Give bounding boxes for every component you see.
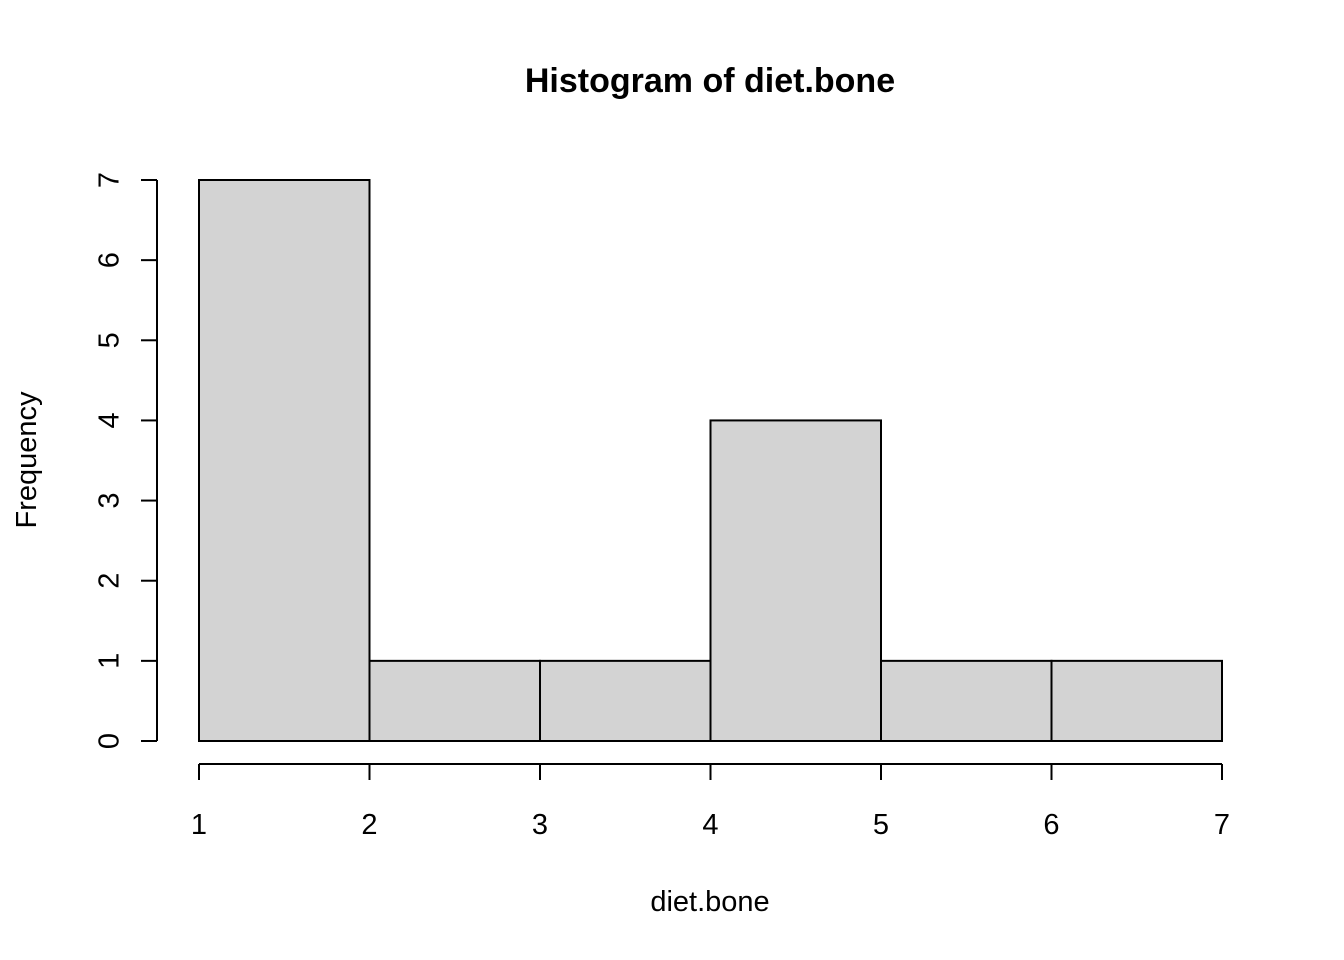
x-axis-label: diet.bone bbox=[650, 886, 769, 918]
y-axis: 0 1 2 3 4 5 6 7 bbox=[94, 172, 158, 749]
y-tick-label: 4 bbox=[94, 412, 126, 428]
histogram-bar bbox=[709, 419, 882, 742]
y-axis-label: Frequency bbox=[11, 391, 43, 529]
y-tick-label: 5 bbox=[94, 332, 126, 348]
bars-group bbox=[198, 179, 1223, 742]
y-tick-label: 6 bbox=[94, 252, 126, 268]
x-tick-label: 5 bbox=[873, 809, 889, 841]
histogram-bar bbox=[539, 659, 712, 742]
histogram-bar bbox=[1050, 659, 1223, 742]
histogram-bar bbox=[198, 179, 371, 742]
x-tick-label: 1 bbox=[191, 809, 207, 841]
x-tick-label: 2 bbox=[361, 809, 377, 841]
x-tick-label: 6 bbox=[1043, 809, 1059, 841]
y-tick-label: 0 bbox=[94, 733, 126, 749]
chart-title: Histogram of diet.bone bbox=[525, 62, 895, 100]
histogram-bar bbox=[368, 659, 541, 742]
y-tick-label: 2 bbox=[94, 573, 126, 589]
x-tick-label: 4 bbox=[702, 809, 718, 841]
histogram-bar bbox=[880, 659, 1053, 742]
x-tick-label: 3 bbox=[532, 809, 548, 841]
x-axis: 1 2 3 4 5 6 7 bbox=[191, 763, 1230, 841]
y-tick-label: 7 bbox=[94, 172, 126, 188]
x-tick-label: 7 bbox=[1214, 809, 1230, 841]
y-tick-label: 1 bbox=[94, 653, 126, 669]
y-tick-label: 3 bbox=[94, 493, 126, 509]
